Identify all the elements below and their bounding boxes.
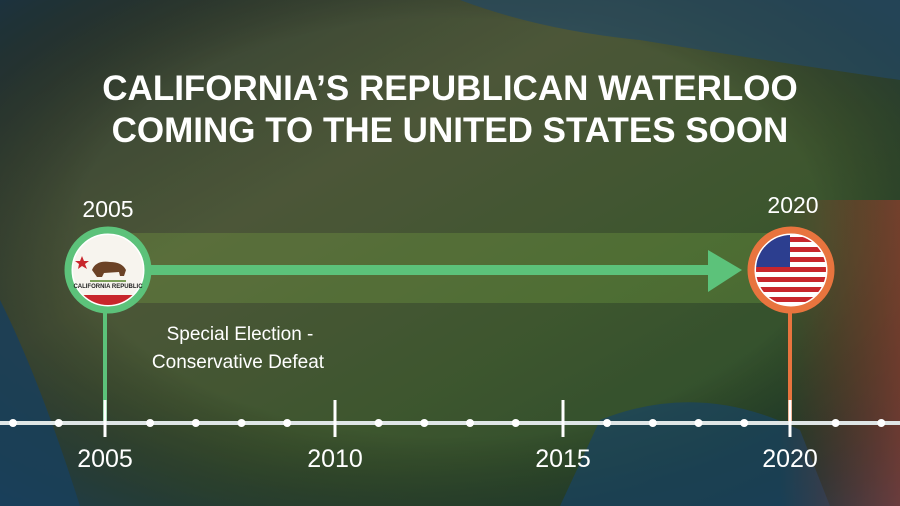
arrow-head xyxy=(708,250,742,292)
map-gulf xyxy=(560,402,830,506)
minor-dot xyxy=(831,419,840,427)
us-flag-badge xyxy=(747,226,835,314)
title-line: COMING TO THE UNITED STATES SOON xyxy=(112,111,789,150)
california-flag-badge: CALIFORNIA REPUBLIC xyxy=(64,226,152,314)
minor-dot xyxy=(603,419,612,427)
minor-dot xyxy=(420,419,429,427)
flag-text: CALIFORNIA REPUBLIC xyxy=(73,284,143,290)
minor-dot xyxy=(648,419,657,427)
minor-dot xyxy=(374,419,383,427)
title-line: CALIFORNIA’S REPUBLICAN WATERLOO xyxy=(102,69,797,108)
caption-line: Conservative Defeat xyxy=(152,352,325,373)
minor-dot xyxy=(877,419,886,427)
map-ocean xyxy=(0,300,80,506)
minor-dot xyxy=(740,419,749,427)
minor-dot xyxy=(191,419,200,427)
start-year: 2005 xyxy=(82,196,133,222)
axis-label: 2020 xyxy=(762,445,818,473)
minor-dot xyxy=(54,419,63,427)
caption-line: Special Election - xyxy=(167,324,314,345)
minor-dot xyxy=(237,419,246,427)
timeline-axis xyxy=(0,400,900,437)
minor-dot xyxy=(511,419,520,427)
minor-dot xyxy=(146,419,155,427)
axis-label: 2015 xyxy=(535,445,591,473)
axis-label: 2010 xyxy=(307,445,363,473)
minor-dot xyxy=(9,419,17,427)
minor-dot xyxy=(466,419,474,427)
end-year: 2020 xyxy=(767,192,818,218)
minor-dot xyxy=(694,419,703,427)
map-lake xyxy=(460,0,900,80)
minor-dot xyxy=(283,419,292,427)
axis-label: 2005 xyxy=(77,445,133,473)
